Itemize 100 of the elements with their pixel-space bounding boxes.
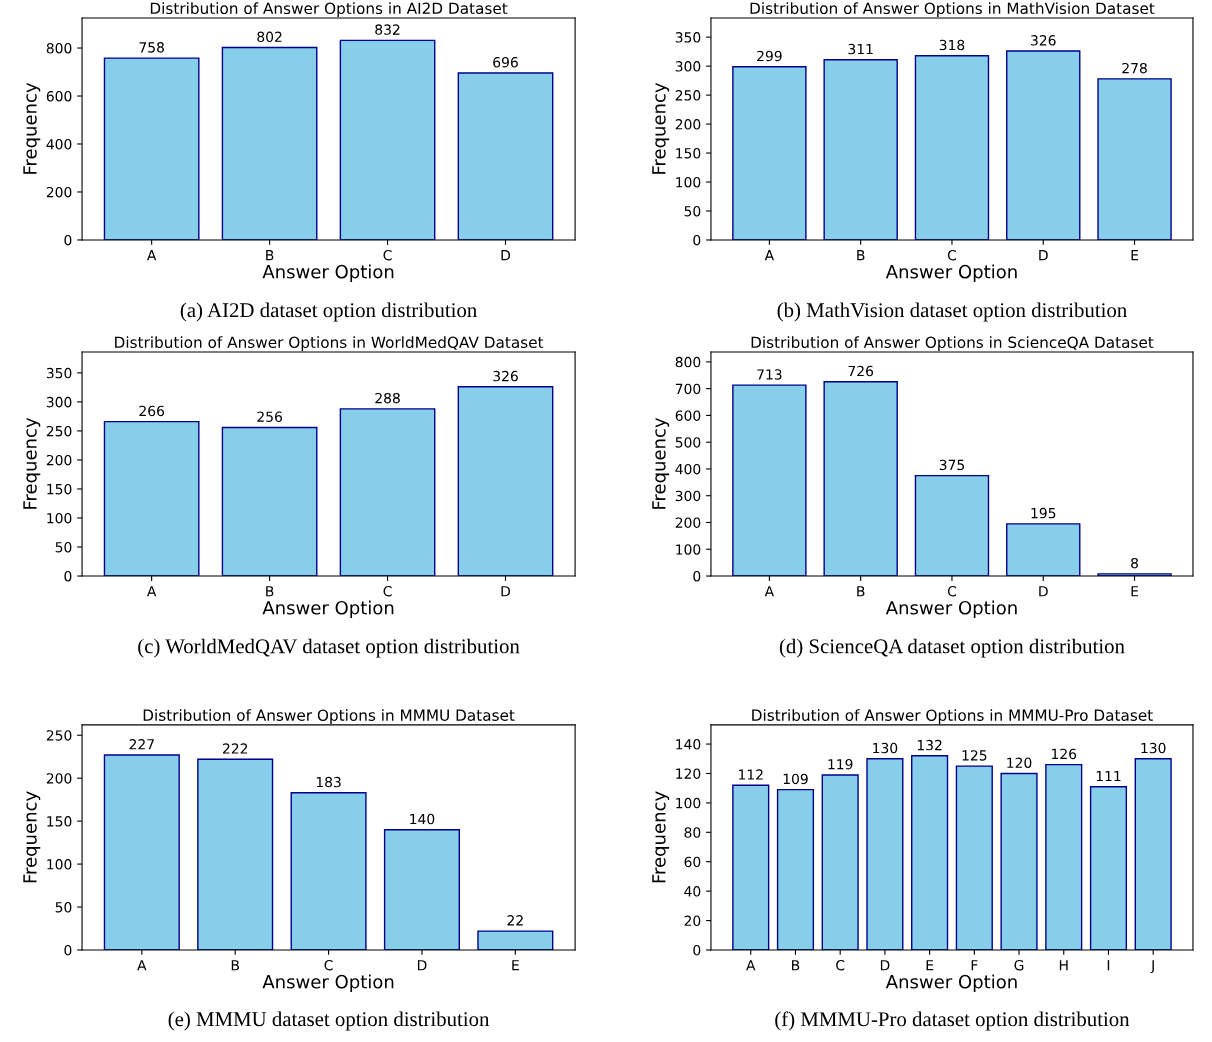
data-label: 311: [848, 43, 873, 55]
chart-title: Distribution of Answer Options in ScienceQA Dataset: [751, 336, 1154, 351]
data-label: 288: [375, 392, 400, 404]
x-axis-title: Answer Option: [262, 600, 394, 619]
x-tick-label: D: [1039, 586, 1048, 597]
y-tick-label: 400: [46, 138, 72, 150]
chart-title: Distribution of Answer Options in MMMU Dataset: [143, 709, 515, 724]
x-tick-label: E: [926, 960, 934, 971]
bar: [823, 381, 898, 577]
bar: [914, 54, 990, 240]
bar: [1089, 786, 1128, 950]
bar: [221, 426, 318, 577]
y-axis-title: Frequency: [23, 791, 41, 883]
y-tick-label: 250: [46, 730, 72, 741]
y-tick-label: 300: [675, 490, 701, 502]
y-tick-label: 60: [684, 856, 701, 868]
x-tick-label: B: [266, 250, 274, 261]
bar: [290, 792, 367, 950]
y-tick-label: 100: [47, 512, 72, 524]
text: (c) WorldMedQAV dataset option distribution: [138, 638, 520, 658]
data-label: 227: [129, 739, 154, 750]
data-label: 266: [139, 405, 165, 417]
y-tick-label: 100: [676, 544, 701, 555]
y-tick-label: 40: [684, 886, 701, 897]
bar: [383, 829, 460, 950]
x-tick-label: C: [324, 959, 333, 971]
data-label: 125: [962, 750, 987, 761]
y-tick-label: 140: [676, 739, 701, 750]
x-tick-label: D: [880, 960, 890, 971]
x-tick-label: A: [764, 586, 775, 597]
y-tick-label: 0: [693, 944, 701, 956]
y-tick-label: 350: [675, 32, 701, 43]
y-axis-title: Frequency: [23, 417, 41, 509]
y-tick-label: 0: [693, 570, 701, 582]
y-tick-label: 150: [47, 483, 72, 495]
data-label: 318: [939, 39, 965, 51]
data-label: 222: [222, 743, 248, 754]
y-tick-label: 200: [675, 517, 701, 528]
y-tick-label: 300: [675, 61, 701, 72]
data-label: 132: [917, 739, 942, 751]
data-label: 802: [257, 31, 282, 43]
y-axis-title: Frequency: [652, 82, 670, 174]
data-label: 696: [493, 57, 518, 68]
x-tick-label: A: [147, 250, 157, 261]
y-tick-label: 0: [64, 234, 72, 246]
data-label: 726: [848, 365, 874, 377]
bar: [103, 754, 180, 950]
data-label: 713: [757, 369, 782, 380]
y-tick-label: 120: [676, 768, 701, 779]
bar: [732, 784, 770, 950]
x-tick-label: B: [231, 960, 239, 971]
data-label: 140: [410, 813, 435, 825]
y-tick-label: 600: [675, 410, 701, 421]
chart-title: Distribution of Answer Options in MathVision Dataset: [750, 2, 1155, 18]
x-tick-label: H: [1059, 960, 1068, 971]
data-label: 326: [1031, 35, 1056, 46]
y-tick-label: 150: [47, 816, 72, 827]
x-tick-label: C: [947, 585, 957, 597]
y-tick-label: 250: [675, 90, 701, 101]
y-tick-label: 50: [684, 205, 701, 217]
x-tick-label: G: [1014, 959, 1024, 971]
bar: [1097, 78, 1172, 240]
y-tick-label: 200: [46, 773, 72, 784]
y-tick-label: 100: [676, 797, 701, 809]
y-tick-label: 100: [47, 859, 72, 870]
data-label: 183: [316, 776, 341, 788]
data-label: 326: [493, 370, 518, 382]
x-axis-title: Answer Option: [885, 264, 1017, 282]
data-label: 832: [375, 24, 400, 35]
y-tick-label: 350: [46, 367, 72, 379]
data-label: 22: [507, 915, 523, 926]
y-tick-label: 80: [684, 827, 701, 838]
bar: [1000, 772, 1038, 950]
x-axis-title: Answer Option: [262, 264, 394, 282]
x-tick-label: E: [1131, 250, 1139, 261]
y-tick-label: 200: [46, 454, 72, 466]
x-axis-title: Answer Option: [262, 974, 394, 993]
data-label: 130: [873, 742, 898, 754]
x-tick-label: F: [971, 960, 978, 971]
data-label: 126: [1052, 748, 1077, 760]
bar: [911, 755, 949, 950]
bar: [955, 765, 993, 950]
x-tick-label: A: [147, 586, 157, 597]
y-tick-label: 400: [675, 463, 701, 475]
data-label: 758: [139, 42, 164, 53]
x-tick-label: C: [383, 249, 392, 261]
data-label: 120: [1007, 757, 1032, 768]
x-tick-label: I: [1107, 960, 1110, 971]
x-tick-label: D: [501, 586, 511, 597]
data-label: 130: [1141, 742, 1166, 754]
data-label: 8: [1131, 557, 1139, 569]
y-tick-label: 50: [55, 902, 72, 913]
y-tick-label: 0: [64, 570, 72, 582]
x-tick-label: C: [947, 249, 957, 261]
x-tick-label: A: [746, 960, 756, 971]
y-tick-label: 700: [675, 383, 701, 395]
data-label: 195: [1031, 507, 1056, 519]
y-tick-label: 200: [46, 186, 72, 198]
x-tick-label: J: [1150, 960, 1154, 974]
bar: [1006, 50, 1081, 240]
